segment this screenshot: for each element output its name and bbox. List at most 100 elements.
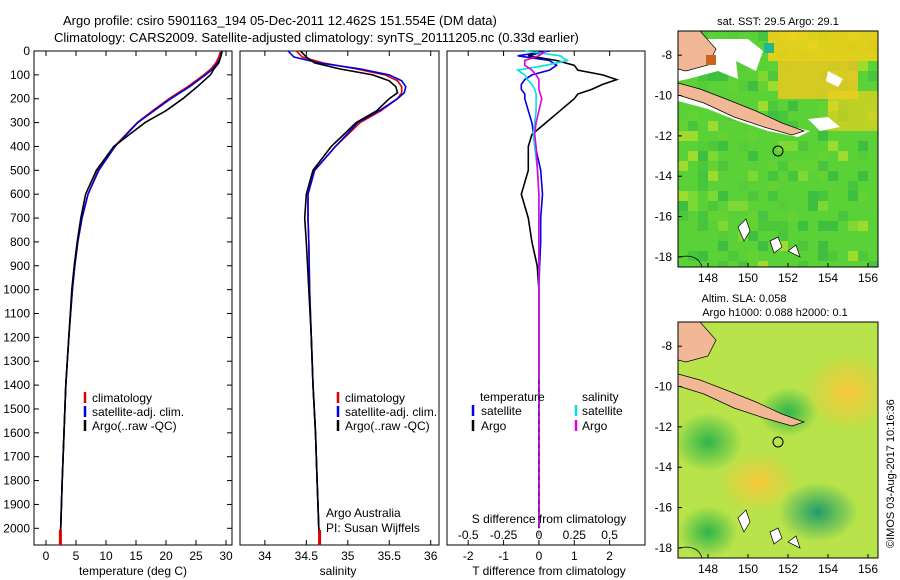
sst-cell [788,171,798,181]
legend-argo: Argo(..raw -QC) [92,419,177,433]
t-argo-line [520,50,620,529]
s-difference-label: S difference from climatology [472,512,627,526]
sst-cell [828,141,838,151]
s-tick-label: -0.5 [458,528,479,542]
y-tick-label: 2000 [3,521,30,535]
x-tick-label: 1 [571,549,578,563]
sst-cell [708,201,718,211]
sst-cell [748,231,758,241]
map-x-tick-label: 152 [778,271,798,285]
sst-cell [698,81,708,91]
s-tick-label: 0.25 [563,528,587,542]
y-tick-label: 900 [10,259,30,273]
sst-cell [698,181,708,191]
map-x-tick-label: 152 [778,562,798,576]
sst-cell [748,261,758,267]
sst-cell [708,161,718,171]
y-tick-label: 400 [10,139,30,153]
y-tick-label: 500 [10,163,30,177]
sst-cell [718,71,728,81]
map-x-tick-label: 154 [818,562,838,576]
sst-cell [738,201,748,211]
x-tick-label: 10 [99,549,113,563]
sst-cell [858,141,868,151]
sst-cell [788,211,798,221]
sst-cell [848,251,858,261]
sst-cell [818,251,828,261]
sst-cell [728,81,738,91]
sst-map-panel: sat. SST: 29.5 Argo: 29.1 148 150 152 154 15… [655,16,879,285]
x-tick-label: 35.5 [378,549,402,563]
sst-cell [718,191,728,201]
sst-cell [828,221,838,231]
sst-cell [678,191,688,201]
sst-cell [768,81,778,91]
sst-cell [688,191,698,201]
sst-cell [798,221,808,231]
map-y-tick-label: -10 [655,89,673,103]
s-tick-label: 0.5 [601,528,618,542]
sst-map-frame [677,30,879,268]
y-tick-label: 1600 [3,426,30,440]
x-tick-label: 34.5 [295,549,319,563]
sst-cell [778,111,788,121]
sst-cell [758,81,768,91]
map-y-tick-label: -8 [661,339,672,353]
sla-map-panel: Altim. SLA: 0.058 Argo h1000: 0.088 h200… [655,293,879,576]
y-tick-label: 100 [10,68,30,82]
sst-cell [818,161,828,171]
sst-cell [778,231,788,241]
map-y-tick-label: -14 [655,460,673,474]
sst-cell [868,71,878,81]
sst-cell [848,221,858,231]
map-x-tick-label: 156 [858,271,878,285]
sst-cell [758,71,768,81]
title-line-1: Argo profile: csiro 5901163_194 05-Dec-2… [63,13,497,28]
sst-cell [858,171,868,181]
y-tick-label: 1200 [3,330,30,344]
t-difference-label: T difference from climatology [472,564,626,578]
y-tick-label: 1300 [3,354,30,368]
x-tick-label: 20 [159,549,173,563]
sst-cell [808,161,818,171]
sst-cell [718,161,728,171]
map-y-tick-label: -16 [655,210,673,224]
sst-cell [788,141,798,151]
sst-cell [698,221,708,231]
sst-cell [758,261,768,267]
sst-cell [858,151,868,161]
sst-cell [818,241,828,251]
sst-cell [748,221,758,231]
legend-satellite-adj: satellite-adj. clim. [345,405,437,419]
map-x-tick-label: 150 [738,562,758,576]
sst-cell [728,31,738,41]
legend-climatology: climatology [92,391,152,405]
sst-cell [758,101,768,111]
sla-map-title-2: Argo h1000: 0.088 h2000: 0.1 [702,307,848,319]
map-y-tick-label: -12 [655,420,673,434]
sst-cell [818,171,828,181]
legend-t-satellite: satellite [481,404,522,418]
y-tick-label: 1800 [3,474,30,488]
sst-cell [768,101,778,111]
map-x-tick-label: 154 [818,271,838,285]
argo-line [299,50,399,541]
sst-cell [718,241,728,251]
s-tick-label: -0.25 [490,528,518,542]
sst-cell [848,191,858,201]
sst-cell [798,261,808,267]
t-satellite-line [517,50,559,529]
sst-cell [768,181,778,191]
sst-cell [738,261,748,267]
sst-cell [818,221,828,231]
legend-temperature-title: temperature [480,390,545,404]
y-tick-label: 1400 [3,378,30,392]
x-tick-label: 30 [219,549,233,563]
title-line-2: Climatology: CARS2009. Satellite-adjuste… [54,30,579,45]
x-tick-label: 35 [341,549,355,563]
x-tick-label: 2 [606,549,613,563]
sst-cell [818,201,828,211]
sst-cell [728,251,738,261]
sst-cell [798,171,808,181]
sst-cell [788,121,798,131]
